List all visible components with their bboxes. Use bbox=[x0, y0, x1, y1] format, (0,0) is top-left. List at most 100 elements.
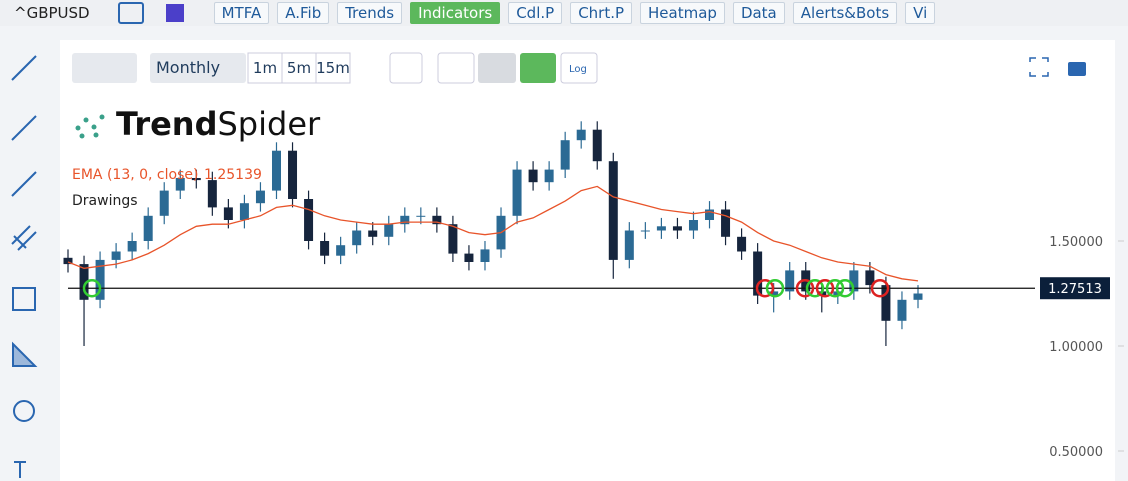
plot: 0.50000 1.00000 1.50000 1.27513 bbox=[63, 121, 1124, 460]
fib-tool[interactable] bbox=[11, 171, 37, 197]
pattern-button[interactable] bbox=[437, 52, 475, 84]
symbol[interactable]: ^GBPUSD bbox=[14, 4, 90, 22]
ray-tool[interactable] bbox=[11, 115, 37, 141]
y-tick-label: 0.50000 bbox=[1049, 445, 1103, 460]
candle-body bbox=[512, 169, 522, 216]
log-label[interactable]: Log bbox=[569, 64, 587, 75]
toolbar-button[interactable]: A.Fib bbox=[277, 2, 330, 24]
candle-body bbox=[207, 180, 217, 208]
candle-body bbox=[304, 199, 314, 241]
candle-body bbox=[159, 190, 169, 216]
ema-line bbox=[67, 185, 919, 282]
candle-body bbox=[111, 251, 121, 260]
candle-body bbox=[255, 190, 265, 204]
candle-body bbox=[175, 178, 185, 191]
chart-area: Monthly 1m 5m 15m Log TrendSpider 0.50000 1… bbox=[0, 26, 1128, 481]
interval: Monthly bbox=[156, 58, 220, 77]
candle-body bbox=[560, 140, 570, 170]
watchlist-icon[interactable] bbox=[117, 2, 144, 24]
candle-body bbox=[897, 299, 907, 321]
drawing-tools bbox=[11, 55, 38, 478]
candle-body bbox=[63, 257, 73, 265]
logo: TrendSpider bbox=[116, 105, 321, 143]
toolbar-button[interactable]: Trends bbox=[337, 2, 403, 24]
cross-marker bbox=[765, 278, 785, 298]
log-button[interactable] bbox=[560, 52, 598, 84]
candle-body bbox=[384, 224, 394, 237]
candle-body bbox=[576, 129, 586, 141]
timeframe[interactable]: 5m bbox=[287, 59, 311, 77]
logo-light: Spider bbox=[217, 105, 321, 143]
cross-marker bbox=[825, 278, 845, 298]
candle-body bbox=[753, 251, 763, 296]
candle-body bbox=[849, 270, 859, 292]
candle-body bbox=[592, 129, 602, 162]
cross-marker bbox=[870, 278, 890, 298]
toolbar-button[interactable]: Heatmap bbox=[640, 2, 725, 24]
cross-marker bbox=[755, 278, 775, 298]
cross-marker bbox=[805, 278, 825, 298]
candle-body bbox=[368, 230, 378, 237]
candle-body bbox=[448, 224, 458, 254]
candle-body bbox=[881, 285, 891, 321]
chart-type-button[interactable] bbox=[72, 53, 137, 83]
candle-body bbox=[688, 220, 698, 231]
toolbar-button[interactable]: Indicators bbox=[410, 2, 501, 24]
crosshair-button[interactable] bbox=[520, 53, 556, 83]
candle-body bbox=[223, 207, 233, 220]
toolbar-button[interactable]: Vi bbox=[905, 2, 936, 24]
settings-button[interactable] bbox=[389, 52, 423, 84]
toolbar-button[interactable]: Data bbox=[732, 2, 785, 24]
ema-legend: EMA (13, 0, close) bbox=[72, 167, 198, 183]
candle-body bbox=[95, 259, 105, 300]
toolbar-button[interactable]: Chrt.P bbox=[570, 2, 633, 24]
timeframe-button[interactable] bbox=[315, 52, 351, 84]
candle-body bbox=[352, 230, 362, 246]
timeframe-button[interactable] bbox=[281, 52, 317, 84]
candle-body bbox=[480, 249, 490, 262]
cross-marker bbox=[82, 278, 102, 298]
candle-body bbox=[544, 169, 554, 183]
candle-body bbox=[640, 230, 650, 232]
y-tick-label: 1.50000 bbox=[1049, 235, 1103, 250]
candle-body bbox=[271, 150, 281, 191]
price-tag bbox=[1040, 277, 1110, 300]
candle-body bbox=[416, 215, 426, 217]
ema-last-value: 1.25139 bbox=[204, 167, 262, 183]
candle-body bbox=[721, 209, 731, 237]
snapshot-button[interactable] bbox=[1068, 62, 1086, 76]
toolbar-button[interactable]: Cdl.P bbox=[508, 2, 563, 24]
candle-body bbox=[737, 236, 747, 252]
time-button[interactable] bbox=[478, 53, 516, 83]
logo-icon bbox=[75, 114, 105, 139]
timeframe[interactable]: 1m bbox=[253, 59, 277, 77]
interval-select[interactable] bbox=[150, 53, 246, 83]
candle-body bbox=[672, 226, 682, 231]
candle-body bbox=[432, 215, 442, 225]
color-picker[interactable] bbox=[165, 4, 184, 22]
logo-bold: Trend bbox=[116, 105, 217, 143]
timeframe[interactable]: 15m bbox=[316, 59, 350, 77]
text-tool[interactable] bbox=[14, 461, 26, 478]
candle-body bbox=[127, 241, 137, 252]
timeframes: 1m 5m 15m bbox=[247, 52, 351, 84]
toolbar-button[interactable]: MTFA bbox=[213, 2, 270, 24]
drawings-legend: Drawings bbox=[72, 193, 138, 209]
channel-tool[interactable] bbox=[11, 225, 37, 251]
candle-body bbox=[528, 169, 538, 183]
timeframe-button[interactable] bbox=[247, 52, 283, 84]
candle-body bbox=[608, 161, 618, 260]
candle-body bbox=[143, 215, 153, 241]
candle-body bbox=[624, 230, 634, 260]
top-toolbar: ^GBPUSD MTFA A.Fib Trends Indicators Cdl.P Ch… bbox=[0, 0, 1128, 26]
zone-tool[interactable] bbox=[12, 341, 38, 367]
trendline-tool[interactable] bbox=[11, 55, 37, 81]
circle-tool[interactable] bbox=[13, 400, 35, 422]
candle-body bbox=[191, 178, 201, 181]
candle-body bbox=[865, 270, 875, 286]
fullscreen-button[interactable] bbox=[1029, 57, 1049, 77]
toolbar-button[interactable]: Alerts&Bots bbox=[792, 2, 898, 24]
candle-body bbox=[79, 264, 89, 300]
rect-tool[interactable] bbox=[12, 287, 36, 311]
candle-body bbox=[705, 209, 715, 220]
